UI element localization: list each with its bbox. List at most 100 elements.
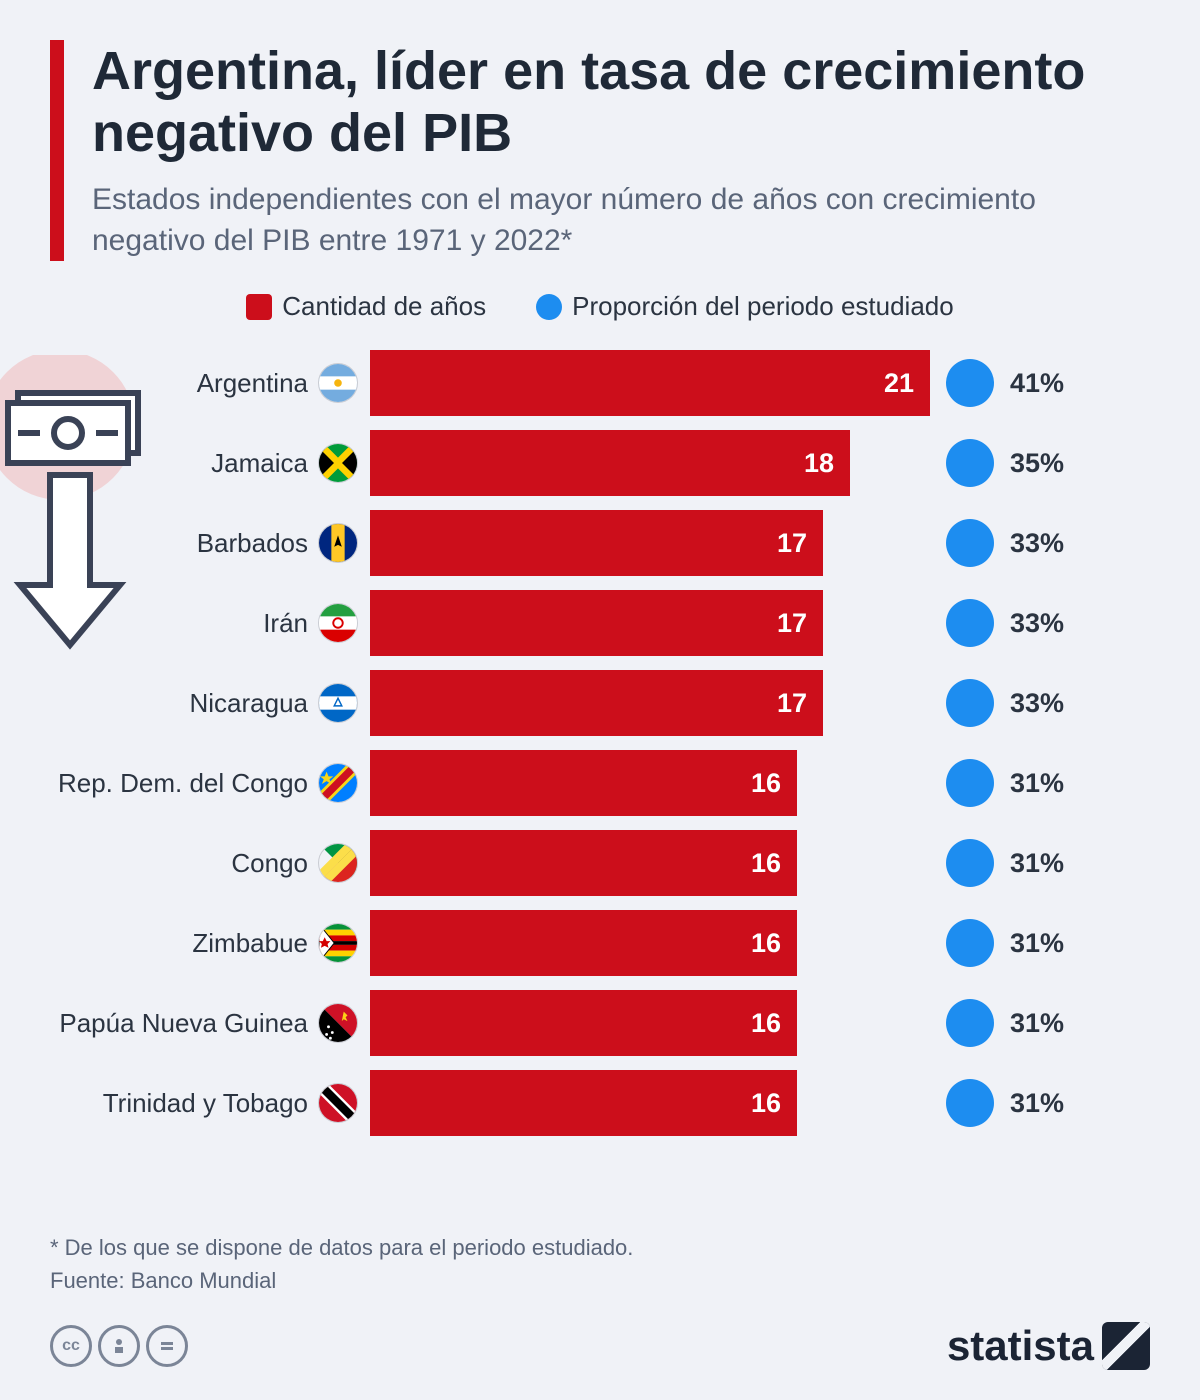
legend-pct-label: Proporción del periodo estudiado xyxy=(572,291,954,322)
row-label: Congo xyxy=(50,843,370,883)
chart-row: Congo 16 31% xyxy=(50,830,1150,896)
country-name: Barbados xyxy=(197,528,308,559)
pct-value: 35% xyxy=(1010,448,1130,479)
bar: 21 xyxy=(370,350,930,416)
bar-track: 16 xyxy=(370,1070,930,1136)
pct-value: 31% xyxy=(1010,848,1130,879)
flag-icon xyxy=(318,1083,358,1123)
row-label: Rep. Dem. del Congo xyxy=(50,763,370,803)
country-name: Zimbabue xyxy=(192,928,308,959)
bar-track: 17 xyxy=(370,590,930,656)
bar: 16 xyxy=(370,750,797,816)
pct-value: 31% xyxy=(1010,1008,1130,1039)
country-name: Trinidad y Tobago xyxy=(103,1088,308,1119)
chart-row: Zimbabue 16 31% xyxy=(50,910,1150,976)
bar-track: 16 xyxy=(370,910,930,976)
pct-dot-col xyxy=(930,1079,1010,1127)
legend-pct: Proporción del periodo estudiado xyxy=(536,291,954,322)
pct-dot-icon xyxy=(946,359,994,407)
row-label: Nicaragua xyxy=(50,683,370,723)
pct-value: 33% xyxy=(1010,608,1130,639)
row-label: Trinidad y Tobago xyxy=(50,1083,370,1123)
bar-track: 17 xyxy=(370,510,930,576)
row-label: Barbados xyxy=(50,523,370,563)
country-name: Rep. Dem. del Congo xyxy=(58,768,308,799)
bar: 16 xyxy=(370,990,797,1056)
pct-dot-col xyxy=(930,439,1010,487)
pct-dot-icon xyxy=(946,839,994,887)
pct-dot-icon xyxy=(946,1079,994,1127)
pct-dot-icon xyxy=(946,439,994,487)
row-label: Jamaica xyxy=(50,443,370,483)
legend-pct-dot xyxy=(536,294,562,320)
bar-track: 21 xyxy=(370,350,930,416)
pct-value: 31% xyxy=(1010,928,1130,959)
flag-icon xyxy=(318,443,358,483)
pct-dot-col xyxy=(930,759,1010,807)
flag-icon xyxy=(318,603,358,643)
flag-icon xyxy=(318,923,358,963)
bar: 17 xyxy=(370,590,823,656)
flag-icon xyxy=(318,763,358,803)
row-label: Papúa Nueva Guinea xyxy=(50,1003,370,1043)
cc-by-icon xyxy=(98,1325,140,1367)
bar-track: 16 xyxy=(370,750,930,816)
row-label: Argentina xyxy=(50,363,370,403)
country-name: Congo xyxy=(231,848,308,879)
chart-subtitle: Estados independientes con el mayor núme… xyxy=(92,180,1150,261)
footer: cc statista xyxy=(50,1322,1150,1370)
pct-value: 33% xyxy=(1010,528,1130,559)
cc-icon: cc xyxy=(50,1325,92,1367)
footnote-block: * De los que se dispone de datos para el… xyxy=(50,1231,1150,1297)
bar: 17 xyxy=(370,670,823,736)
legend-years-swatch xyxy=(246,294,272,320)
country-name: Jamaica xyxy=(211,448,308,479)
chart-area: Argentina2141%Jamaica1835%Barbados1733%I… xyxy=(50,350,1150,1211)
pct-dot-col xyxy=(930,999,1010,1047)
pct-dot-icon xyxy=(946,519,994,567)
bar: 17 xyxy=(370,510,823,576)
flag-icon xyxy=(318,363,358,403)
pct-dot-icon xyxy=(946,599,994,647)
cc-nd-icon xyxy=(146,1325,188,1367)
pct-value: 41% xyxy=(1010,368,1130,399)
bar: 16 xyxy=(370,1070,797,1136)
bar: 16 xyxy=(370,910,797,976)
bar-track: 18 xyxy=(370,430,930,496)
pct-dot-col xyxy=(930,839,1010,887)
pct-dot-icon xyxy=(946,999,994,1047)
flag-icon xyxy=(318,523,358,563)
cc-license-icons: cc xyxy=(50,1325,188,1367)
flag-icon xyxy=(318,843,358,883)
country-name: Irán xyxy=(263,608,308,639)
country-name: Nicaragua xyxy=(189,688,308,719)
bar-track: 16 xyxy=(370,990,930,1056)
footnote-text: * De los que se dispone de datos para el… xyxy=(50,1231,1150,1264)
legend-years: Cantidad de años xyxy=(246,291,486,322)
bar: 16 xyxy=(370,830,797,896)
brand-wave-icon xyxy=(1102,1322,1150,1370)
pct-value: 31% xyxy=(1010,1088,1130,1119)
legend: Cantidad de años Proporción del periodo … xyxy=(50,291,1150,322)
country-name: Argentina xyxy=(197,368,308,399)
pct-dot-col xyxy=(930,679,1010,727)
legend-years-label: Cantidad de años xyxy=(282,291,486,322)
pct-dot-icon xyxy=(946,759,994,807)
bar: 18 xyxy=(370,430,850,496)
pct-value: 33% xyxy=(1010,688,1130,719)
chart-row: Jamaica 18 35% xyxy=(50,430,1150,496)
flag-icon xyxy=(318,1003,358,1043)
pct-dot-col xyxy=(930,359,1010,407)
pct-dot-col xyxy=(930,599,1010,647)
chart-row: Argentina 21 41% xyxy=(50,350,1150,416)
chart-row: Barbados 17 33% xyxy=(50,510,1150,576)
chart-row: Papúa Nueva Guinea 16 31% xyxy=(50,990,1150,1056)
pct-dot-col xyxy=(930,919,1010,967)
country-name: Papúa Nueva Guinea xyxy=(59,1008,308,1039)
chart-row: Irán 17 33% xyxy=(50,590,1150,656)
pct-value: 31% xyxy=(1010,768,1130,799)
pct-dot-icon xyxy=(946,919,994,967)
flag-icon xyxy=(318,683,358,723)
footnote-source: Fuente: Banco Mundial xyxy=(50,1264,1150,1297)
chart-title: Argentina, líder en tasa de crecimiento … xyxy=(92,40,1150,164)
